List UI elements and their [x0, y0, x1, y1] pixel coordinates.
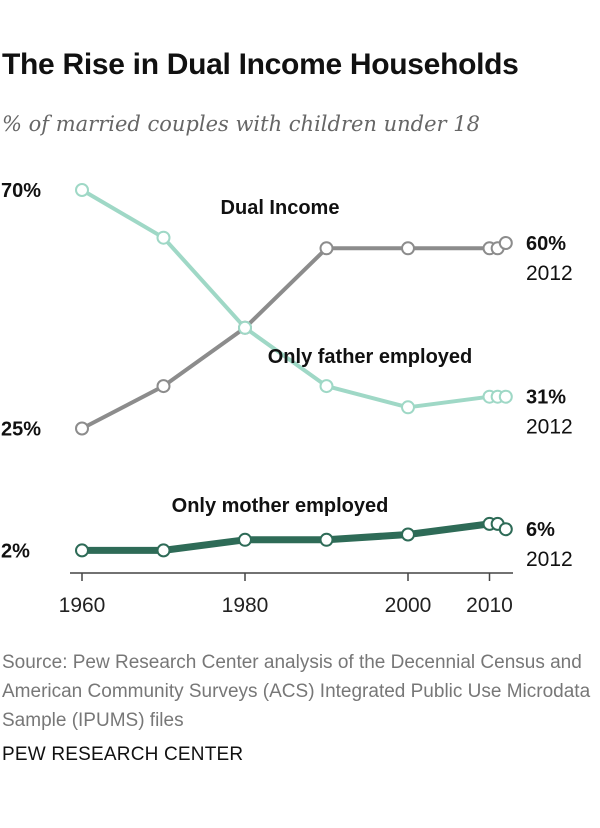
- start-value-label: 2%: [1, 540, 30, 562]
- series-line: [80, 241, 508, 431]
- data-point: [156, 543, 171, 558]
- data-point: [401, 400, 415, 415]
- series-line: [78, 520, 510, 554]
- end-value-label: 31%: [526, 387, 566, 409]
- data-point: [75, 421, 89, 436]
- x-tick-label: 2010: [466, 594, 513, 617]
- series-line: [80, 188, 508, 410]
- start-value-label: 25%: [1, 419, 41, 441]
- series-name-label: Only mother employed: [172, 495, 389, 517]
- x-tick-label: 1980: [222, 594, 269, 617]
- data-point: [498, 522, 513, 537]
- data-point: [75, 543, 89, 558]
- end-value-label: 60%: [526, 233, 566, 255]
- data-point: [319, 241, 334, 256]
- end-year-label: 2012: [526, 416, 573, 439]
- data-point: [156, 379, 171, 394]
- end-year-label: 2012: [526, 262, 573, 285]
- data-point: [401, 527, 415, 542]
- data-point: [498, 236, 513, 250]
- end-value-label: 6%: [526, 519, 555, 541]
- end-year-label: 2012: [526, 548, 573, 571]
- data-point: [319, 532, 334, 547]
- chart-subtitle: % of married couples with children under…: [2, 112, 480, 136]
- start-value-label: 70%: [1, 180, 41, 202]
- x-tick-label: 1960: [59, 594, 106, 617]
- line-chart: 1960 1980 2000 2010 Dual Income 25% 60% 2012 On…: [1, 180, 573, 617]
- x-tick-label: 2000: [385, 594, 432, 617]
- data-point: [75, 183, 89, 197]
- data-point: [498, 389, 513, 404]
- data-point: [238, 532, 252, 547]
- data-point: [156, 230, 171, 245]
- series-name-label: Dual Income: [221, 197, 340, 219]
- chart-title: The Rise in Dual Income Households: [2, 48, 519, 81]
- source-note: Source: Pew Research Center analysis of …: [2, 652, 591, 731]
- x-axis: 1960 1980 2000 2010: [59, 572, 513, 617]
- data-point: [401, 241, 415, 256]
- data-point: [319, 379, 334, 394]
- series-name-label: Only father employed: [268, 346, 473, 368]
- data-point: [238, 320, 252, 335]
- footer-brand: PEW RESEARCH CENTER: [2, 744, 244, 765]
